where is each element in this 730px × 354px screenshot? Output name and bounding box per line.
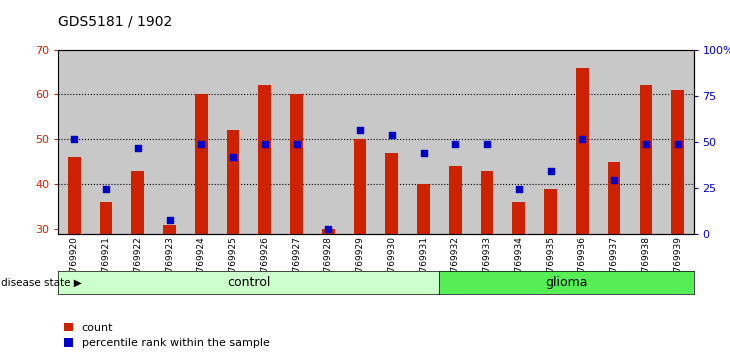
Point xyxy=(450,141,461,147)
Point xyxy=(608,177,620,183)
Point xyxy=(672,141,683,147)
Bar xyxy=(639,85,652,234)
Bar xyxy=(164,225,176,234)
Bar xyxy=(608,162,620,234)
Point xyxy=(513,186,525,192)
Bar xyxy=(672,90,684,234)
Bar xyxy=(195,95,207,234)
Bar xyxy=(91,50,122,234)
Text: GDS5181 / 1902: GDS5181 / 1902 xyxy=(58,14,173,28)
Bar xyxy=(566,50,599,234)
Bar xyxy=(258,85,271,234)
Point xyxy=(640,141,652,147)
Bar xyxy=(418,184,430,234)
Bar xyxy=(291,95,303,234)
Bar xyxy=(68,157,80,234)
Bar xyxy=(662,50,694,234)
Bar xyxy=(154,50,185,234)
Bar xyxy=(122,50,154,234)
Point xyxy=(69,137,80,142)
Point xyxy=(545,168,556,173)
Bar xyxy=(131,171,144,234)
Bar xyxy=(345,50,376,234)
Text: disease state ▶: disease state ▶ xyxy=(1,277,82,287)
Bar xyxy=(408,50,439,234)
Bar xyxy=(534,50,566,234)
Bar xyxy=(58,50,91,234)
Text: glioma: glioma xyxy=(545,276,588,289)
Point xyxy=(259,141,271,147)
Bar xyxy=(630,50,662,234)
Point xyxy=(164,217,175,223)
Point xyxy=(132,145,144,151)
Point xyxy=(354,127,366,133)
Legend: count, percentile rank within the sample: count, percentile rank within the sample xyxy=(64,322,269,348)
Bar xyxy=(576,68,588,234)
Point xyxy=(196,141,207,147)
Bar xyxy=(503,50,534,234)
Point xyxy=(323,226,334,232)
Bar xyxy=(481,171,493,234)
Point xyxy=(100,186,112,192)
Bar xyxy=(512,202,525,234)
Point xyxy=(227,154,239,160)
Point xyxy=(418,150,429,156)
Bar xyxy=(218,50,249,234)
Bar xyxy=(439,50,472,234)
Bar xyxy=(227,130,239,234)
Bar xyxy=(312,50,345,234)
Bar xyxy=(354,139,366,234)
Bar xyxy=(545,189,557,234)
Bar xyxy=(599,50,630,234)
Bar xyxy=(249,50,280,234)
Bar xyxy=(322,229,334,234)
Point xyxy=(481,141,493,147)
Point xyxy=(577,137,588,142)
Bar xyxy=(185,50,218,234)
Bar xyxy=(100,202,112,234)
Bar xyxy=(385,153,398,234)
Bar xyxy=(472,50,503,234)
Point xyxy=(291,141,302,147)
Bar xyxy=(449,166,461,234)
Point xyxy=(386,132,398,138)
Bar xyxy=(376,50,408,234)
Text: control: control xyxy=(227,276,271,289)
Bar xyxy=(281,50,312,234)
